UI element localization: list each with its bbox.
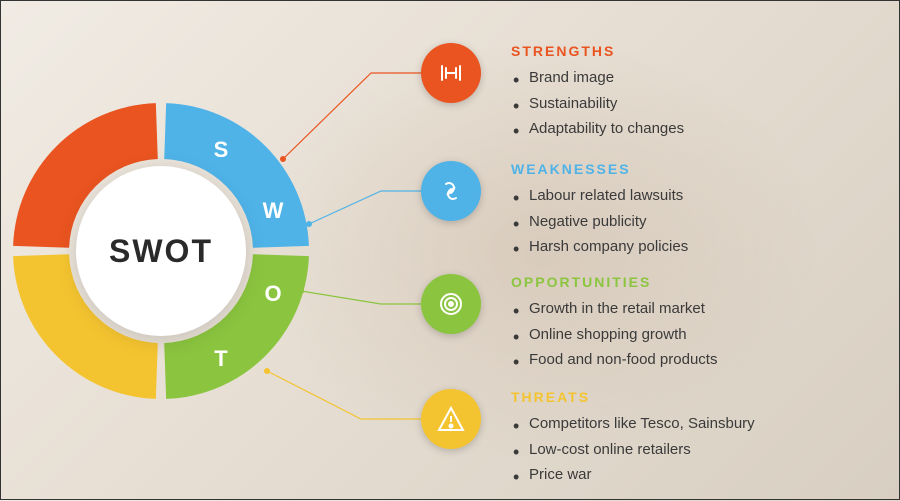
connector-dot-weaknesses [306, 221, 312, 227]
center-label: SWOT [109, 233, 213, 270]
list-item: Online shopping growth [511, 322, 871, 348]
list-item: Food and non-food products [511, 347, 871, 373]
connector-dot-strengths [280, 156, 286, 162]
content-threats: THREATS Competitors like Tesco, Sainsbury… [511, 389, 871, 488]
list-item: Price war [511, 462, 871, 488]
title-threats: THREATS [511, 389, 871, 405]
center-circle: SWOT [76, 166, 246, 336]
chain-icon [421, 161, 481, 221]
target-icon [421, 274, 481, 334]
arc-letter-strengths: S [214, 137, 229, 163]
list-item: Low-cost online retailers [511, 437, 871, 463]
swot-container: SWOT SWOT STRENGTHSBrand imageSustainabi… [1, 1, 899, 499]
connector-dot-threats [264, 368, 270, 374]
connector-weaknesses [309, 191, 421, 224]
list-item: Competitors like Tesco, Sainsbury [511, 411, 871, 437]
list-item: Brand image [511, 65, 871, 91]
content-weaknesses: WEAKNESSES Labour related lawsuitsNegativ… [511, 161, 871, 260]
content-opportunities: OPPORTUNITIES Growth in the retail market… [511, 274, 871, 373]
connector-strengths [283, 73, 421, 159]
title-strengths: STRENGTHS [511, 43, 871, 59]
list-weaknesses: Labour related lawsuitsNegative publicit… [511, 183, 871, 260]
arc-letter-opportunities: O [264, 281, 281, 307]
connector-threats [267, 371, 421, 419]
list-item: Negative publicity [511, 209, 871, 235]
title-weaknesses: WEAKNESSES [511, 161, 871, 177]
list-item: Harsh company policies [511, 234, 871, 260]
list-item: Labour related lawsuits [511, 183, 871, 209]
list-item: Adaptability to changes [511, 116, 871, 142]
connector-dot-opportunities [298, 288, 304, 294]
connector-opportunities [301, 291, 421, 304]
list-strengths: Brand imageSustainabilityAdaptability to… [511, 65, 871, 142]
arc-letter-threats: T [214, 346, 227, 372]
list-item: Sustainability [511, 91, 871, 117]
title-opportunities: OPPORTUNITIES [511, 274, 871, 290]
dumbbell-icon [421, 43, 481, 103]
list-opportunities: Growth in the retail marketOnline shoppi… [511, 296, 871, 373]
list-item: Growth in the retail market [511, 296, 871, 322]
arc-letter-weaknesses: W [263, 198, 284, 224]
warning-icon [421, 389, 481, 449]
content-strengths: STRENGTHS Brand imageSustainabilityAdapta… [511, 43, 871, 142]
list-threats: Competitors like Tesco, SainsburyLow-cos… [511, 411, 871, 488]
